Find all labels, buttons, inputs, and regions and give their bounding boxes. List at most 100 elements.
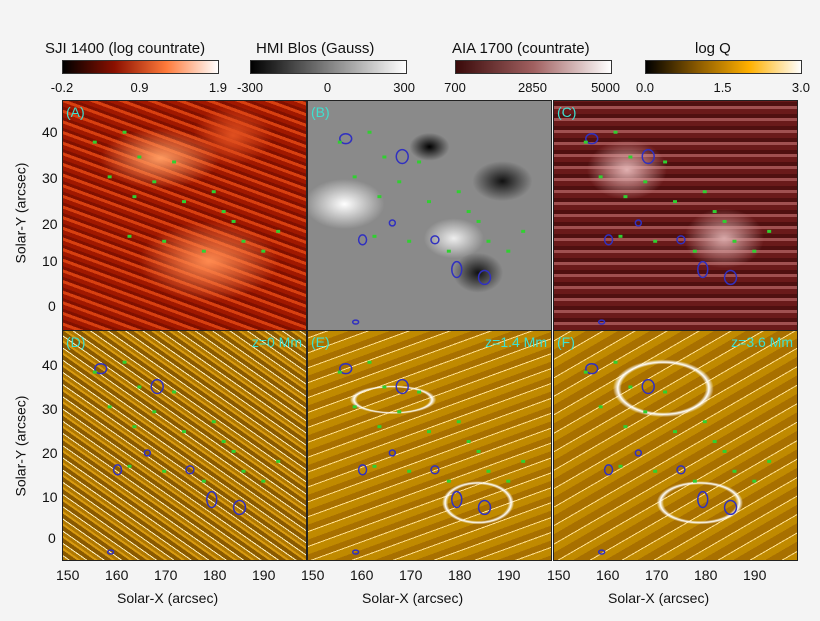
marker [476,449,481,453]
marker [732,469,737,473]
x-axis-label: Solar-X (arcsec) [608,590,710,606]
image-panel: (B) [307,100,552,331]
marker [506,479,511,483]
marker [521,459,526,463]
x-axis-label: Solar-X (arcsec) [117,590,219,606]
marker [752,479,757,483]
panel-label: (D) [66,334,86,350]
marker [407,469,412,473]
marker [367,130,372,134]
marker [407,239,412,243]
marker [466,210,471,214]
marker [211,420,216,424]
contour [477,499,492,516]
contour [388,219,397,227]
marker [643,180,648,184]
marker [456,190,461,194]
marker [598,175,603,179]
colorbar [645,60,802,74]
marker [221,440,226,444]
marker [692,479,697,483]
marker [137,385,142,389]
colorbar-title: SJI 1400 (log countrate) [45,40,206,57]
marker [377,195,382,199]
marker [122,360,127,364]
marker [767,229,772,233]
contour [185,465,195,475]
contour [697,490,709,509]
marker [241,239,246,243]
y-tick-label: 30 [42,401,58,417]
x-tick-label: 170 [645,567,669,583]
x-tick-label: 150 [547,567,571,583]
contour [206,490,218,509]
marker [152,180,157,184]
marker [107,175,112,179]
marker [663,390,668,394]
marker [702,190,707,194]
contour [603,464,614,476]
y-tick-label: 10 [42,489,58,505]
marker [201,479,206,483]
panel-label: (F) [557,334,575,350]
panel-label: (C) [557,104,577,120]
contour [634,449,643,457]
x-axis-label: Solar-X (arcsec) [362,590,464,606]
y-tick-label: 30 [42,170,58,186]
y-tick-label: 40 [42,124,58,140]
colorbar-tick-label: -0.2 [50,80,74,95]
height-label: z=3.6 Mm [731,334,793,350]
contour [585,362,599,375]
marker [653,239,658,243]
contour [357,464,368,476]
colorbar-tick-label: 0.9 [130,80,149,95]
marker [427,430,431,434]
contour [388,449,397,457]
x-tick-label: 150 [56,567,80,583]
image-panel: (C) [553,100,798,331]
marker [107,405,112,409]
marker [521,229,526,233]
contour [603,234,614,246]
marker [137,155,142,159]
marker [382,155,387,159]
marker [456,420,461,424]
contour [477,269,492,286]
marker [397,180,402,184]
marker [628,155,633,159]
colorbar-tick-label: 2850 [518,80,547,95]
panel-label: (E) [311,334,330,350]
marker [506,249,511,253]
marker [162,239,167,243]
marker [583,140,588,144]
contour [94,362,108,375]
marker [623,425,628,429]
height-label: z=0 Mm [251,334,302,350]
marker [673,430,677,434]
y-tick-label: 20 [42,216,58,232]
overlay [92,360,281,555]
contour [451,490,463,509]
contour [597,549,606,555]
marker [377,425,382,429]
x-tick-label: 170 [154,567,178,583]
overlay [337,130,526,325]
marker [92,370,97,374]
marker [337,140,342,144]
marker [276,459,281,463]
contour [697,260,709,279]
marker [623,195,628,199]
marker [182,430,186,434]
image-panel: (E) z=1.4 Mm [307,330,552,561]
colorbar-title: log Q [695,40,731,57]
marker [653,469,658,473]
contour [634,219,643,227]
marker [613,360,618,364]
contour [430,235,440,245]
contour [597,319,606,325]
marker [446,249,451,253]
contour [585,132,599,145]
contour [641,378,655,395]
marker [446,479,451,483]
marker [618,464,623,468]
